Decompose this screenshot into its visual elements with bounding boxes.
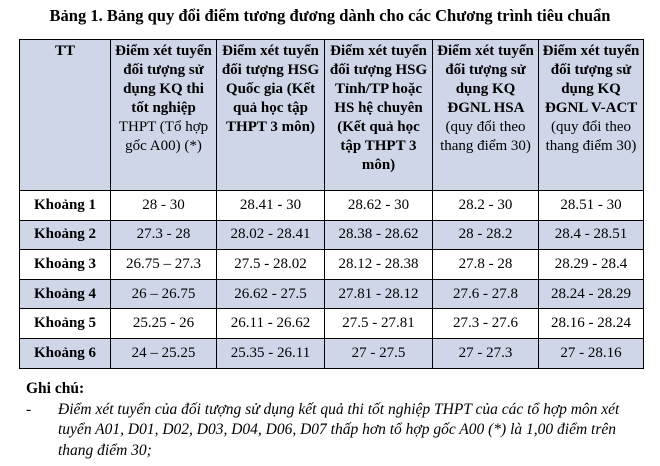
table-cell: 27.8 - 28 [432, 249, 539, 280]
range-label: Khoảng 5 [19, 308, 111, 339]
table-cell: 27 - 27.3 [432, 337, 539, 369]
header-cell: Điểm xét tuyển đối tượng HSG Tỉnh/TP hoặ… [324, 39, 433, 191]
header-cell: Điểm xét tuyển đối tượng HSG Quốc gia (K… [216, 39, 325, 191]
table-cell: 28 - 28.2 [432, 219, 539, 251]
range-label: Khoảng 6 [19, 337, 111, 369]
table-row: Khoảng 5 25.25 - 26 26.11 - 26.62 27.5 -… [19, 308, 644, 339]
table-cell: 27.3 - 28 [110, 219, 217, 251]
table-cell: 27.3 - 27.6 [432, 308, 539, 339]
table-row: Khoảng 2 27.3 - 28 28.02 - 28.41 28.38 -… [19, 219, 644, 251]
conversion-table: TT Điểm xét tuyển đối tượng sử dụng KQ t… [19, 39, 644, 369]
table-cell: 27.81 - 28.12 [324, 278, 433, 310]
table-cell: 28.38 - 28.62 [324, 219, 433, 251]
table-row: Khoảng 1 28 - 30 28.41 - 30 28.62 - 30 2… [19, 190, 644, 221]
note-text: Điểm xét tuyển của đối tượng sử dụng kết… [58, 400, 620, 459]
table-cell: 26.75 – 27.3 [110, 249, 217, 280]
table-cell: 28.2 - 30 [432, 190, 539, 221]
table-cell: 28 - 30 [110, 190, 217, 221]
table-cell: 27.5 - 28.02 [216, 249, 325, 280]
table-cell: 28.12 - 28.38 [324, 249, 433, 280]
header-row: TT Điểm xét tuyển đối tượng sử dụng KQ t… [19, 39, 644, 191]
table-cell: 27 - 27.5 [324, 337, 433, 369]
table-cell: 27 - 28.16 [538, 337, 644, 369]
table-row: Khoảng 3 26.75 – 27.3 27.5 - 28.02 28.12… [19, 249, 644, 280]
table-cell: 25.25 - 26 [110, 308, 217, 339]
notes-section: Ghi chú: - Điểm xét tuyển của đối tượng s… [26, 379, 646, 461]
table-cell: 26.62 - 27.5 [216, 278, 325, 310]
table-title: Bảng 1. Bảng quy đổi điểm tương đương dà… [49, 6, 611, 25]
range-label: Khoảng 4 [19, 278, 111, 310]
range-label: Khoảng 3 [19, 249, 111, 280]
header-cell: Điểm xét tuyển đối tượng sử dụng KQ thi … [110, 39, 217, 191]
table-cell: 28.29 - 28.4 [538, 249, 644, 280]
table-cell: 28.02 - 28.41 [216, 219, 325, 251]
header-cell: TT [19, 39, 111, 191]
notes-heading: Ghi chú: [26, 380, 85, 397]
range-label: Khoảng 2 [19, 219, 111, 251]
note-dash: - [26, 400, 32, 418]
header-cell: Điểm xét tuyển đối tượng sử dụng KQ ĐGNL… [432, 39, 539, 191]
table-cell: 25.35 - 26.11 [216, 337, 325, 369]
table-cell: 28.51 - 30 [538, 190, 644, 221]
table-cell: 26 – 26.75 [110, 278, 217, 310]
table-cell: 28.4 - 28.51 [538, 219, 644, 251]
table-cell: 28.41 - 30 [216, 190, 325, 221]
table-row: Khoảng 4 26 – 26.75 26.62 - 27.5 27.81 -… [19, 278, 644, 310]
table-cell: 26.11 - 26.62 [216, 308, 325, 339]
table-cell: 24 – 25.25 [110, 337, 217, 369]
table-cell: 28.62 - 30 [324, 190, 433, 221]
table-cell: 27.5 - 27.81 [324, 308, 433, 339]
table-cell: 28.24 - 28.29 [538, 278, 644, 310]
range-label: Khoảng 1 [19, 190, 111, 221]
header-cell: Điểm xét tuyển đối tượng sử dụng KQ ĐGNL… [538, 39, 644, 191]
table-cell: 27.6 - 27.8 [432, 278, 539, 310]
table-cell: 28.16 - 28.24 [538, 308, 644, 339]
table-row: Khoảng 6 24 – 25.25 25.35 - 26.11 27 - 2… [19, 337, 644, 369]
note-item: - Điểm xét tuyển của đối tượng sử dụng kế… [26, 400, 646, 462]
